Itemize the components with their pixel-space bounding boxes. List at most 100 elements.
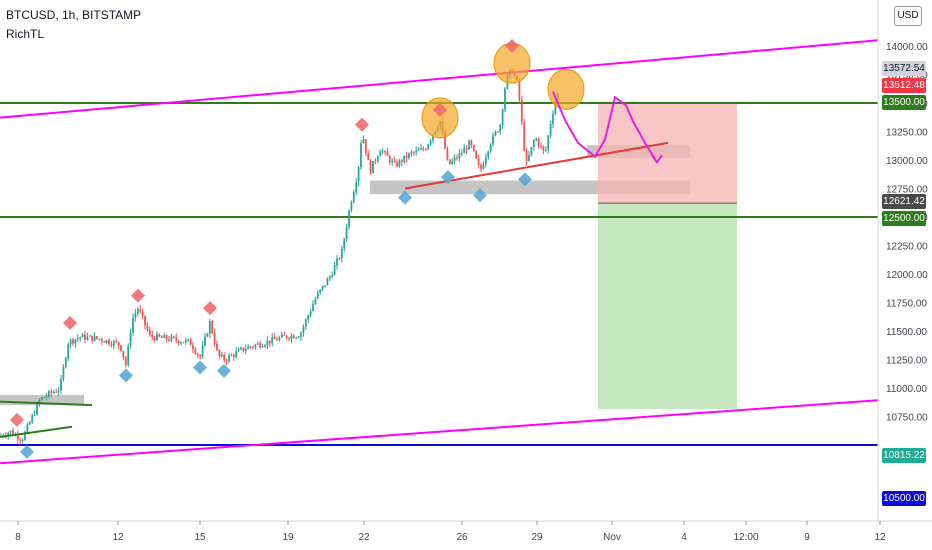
candle-body (74, 339, 77, 344)
candle-body (84, 334, 86, 340)
candle-body (343, 239, 346, 249)
y-tick-label: 14000.00 (886, 42, 928, 53)
candle-body (530, 146, 533, 155)
candle-body (420, 148, 422, 150)
candle-body (139, 309, 142, 312)
candle-body (240, 347, 242, 350)
candle-body (518, 80, 521, 100)
candle-body (43, 397, 46, 399)
candle-body (319, 289, 322, 293)
candle-body (100, 338, 103, 342)
y-tick-label: 13250.00 (886, 128, 928, 139)
candle-body (470, 140, 473, 145)
candle-body (379, 151, 382, 157)
candle-body (115, 341, 118, 343)
candle-body (405, 155, 408, 159)
candle-body (153, 337, 156, 341)
candle-body (19, 439, 22, 441)
candle-body (268, 340, 271, 344)
candle-body (386, 151, 389, 156)
candle-body (453, 157, 456, 161)
candle-body (218, 349, 221, 357)
price-label-12500: 12500.00 (882, 211, 926, 226)
price-label-10500: 10500.00 (882, 491, 926, 506)
pivot-low-marker (217, 363, 231, 378)
candle-body (458, 153, 461, 159)
candle-body (62, 366, 65, 380)
candle-body (232, 355, 235, 357)
candle-body (211, 321, 214, 333)
candle-body (552, 113, 554, 124)
candle-body (381, 151, 384, 153)
candle-body (391, 160, 394, 163)
candle-body (40, 397, 43, 401)
pivot-high-marker (505, 38, 519, 53)
candle-body (403, 155, 406, 163)
candle-body (348, 210, 350, 228)
candle-body (160, 336, 163, 338)
candle-body (7, 432, 10, 437)
candle-body (184, 340, 187, 343)
candle-body (108, 340, 110, 345)
candle-body (412, 152, 415, 154)
candle-body (297, 337, 300, 339)
candle-body (352, 192, 355, 203)
candle-body (254, 344, 257, 348)
zone-layer (0, 145, 690, 406)
candle-body (247, 346, 250, 349)
candle-body (408, 153, 410, 159)
x-tick-label: Nov (603, 532, 621, 543)
candle-body (55, 391, 58, 393)
price-label-stop: 13512.48 (882, 78, 926, 93)
y-tick-label: 10750.00 (886, 413, 928, 424)
candle-body (86, 336, 89, 340)
pivot-high-marker (63, 316, 77, 330)
candle-body (396, 162, 398, 167)
candle-body (492, 135, 494, 145)
candle-body (170, 336, 173, 341)
candle-body (230, 355, 233, 357)
candle-body (122, 350, 125, 358)
pivot-low-marker (473, 188, 487, 203)
candle-body (484, 157, 487, 165)
candle-body (132, 317, 134, 333)
pivot-high-marker (355, 117, 369, 132)
candle-body (187, 339, 190, 341)
candle-body (295, 337, 298, 339)
trend-line-2 (0, 400, 93, 407)
candle-body (141, 311, 144, 316)
candle-body (271, 336, 274, 344)
candle-body (280, 334, 283, 338)
candle-body (336, 258, 338, 266)
candle-body (31, 415, 34, 423)
candles (0, 67, 559, 446)
candle-body (26, 424, 29, 432)
x-tick-label: 19 (282, 532, 294, 543)
candle-body (24, 431, 26, 441)
candle-body (523, 122, 526, 151)
indicator-name[interactable]: RichTL (6, 27, 45, 41)
candle-body (472, 144, 475, 151)
candle-body (535, 138, 538, 141)
candle-body (175, 337, 178, 341)
candle-body (460, 152, 463, 154)
pivot-low-marker (193, 360, 207, 375)
currency-badge[interactable]: USD (894, 6, 922, 26)
candle-body (194, 349, 197, 354)
candle-body (480, 165, 482, 169)
candle-body (93, 336, 96, 341)
price-label-target: 10815.22 (882, 448, 926, 463)
channel-line-1 (0, 399, 879, 465)
candle-body (357, 167, 360, 183)
candle-body (554, 103, 557, 114)
candle-body (501, 109, 504, 125)
candle-body (429, 140, 432, 145)
candle-body (333, 265, 336, 275)
y-tick-label: 11000.00 (886, 384, 927, 395)
candle-body (120, 345, 122, 351)
candle-body (124, 357, 127, 365)
x-tick-label: 15 (194, 532, 206, 543)
candle-body (292, 335, 295, 339)
